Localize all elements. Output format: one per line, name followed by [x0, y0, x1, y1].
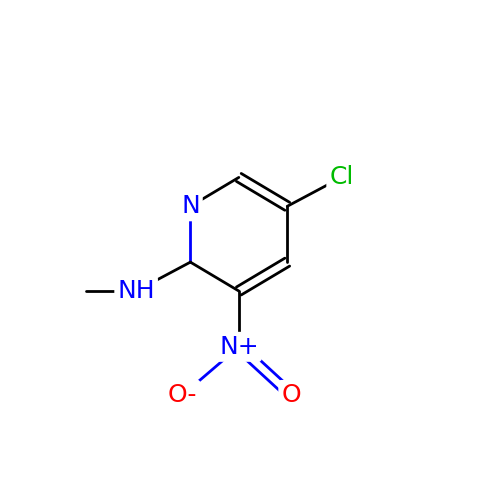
Text: NH: NH [118, 279, 155, 303]
Text: O: O [282, 383, 301, 407]
Text: O-: O- [168, 383, 198, 407]
Text: N: N [181, 194, 200, 218]
Text: N+: N+ [219, 335, 258, 359]
Text: Cl: Cl [330, 166, 353, 190]
